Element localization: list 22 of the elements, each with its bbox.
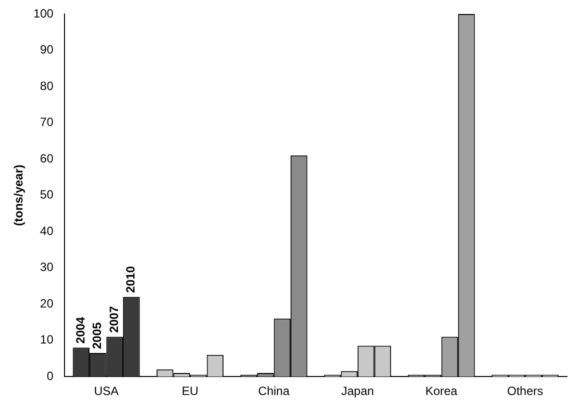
x-tick-label: USA (94, 384, 119, 398)
x-tick-label: EU (182, 384, 198, 398)
y-tick-label: 30 (40, 260, 54, 274)
text: 2005 (90, 322, 104, 350)
y-tick-label: 0 (46, 368, 54, 383)
text: 2010 (124, 266, 138, 293)
y-tick-label: 100 (33, 6, 54, 20)
y-tick-label: 40 (40, 224, 54, 238)
y-tick-label: 80 (40, 78, 54, 93)
x-tick-label: China (258, 384, 290, 398)
x-tick-label: Japan (341, 384, 374, 398)
text: 2007 (106, 306, 121, 333)
y-tick-label: 60 (40, 151, 54, 166)
x-tick-label: Others (507, 384, 544, 398)
y-tick-label: 70 (40, 115, 54, 130)
y-tick-label: 50 (40, 188, 54, 202)
y-tick-label: 20 (40, 296, 54, 310)
x-tick-label: Korea (425, 384, 458, 398)
y-tick-label: 90 (40, 42, 54, 57)
y-tick-label: 10 (40, 332, 54, 347)
text: 2004 (73, 316, 88, 344)
y-axis-title: (tons/year) (12, 164, 26, 226)
